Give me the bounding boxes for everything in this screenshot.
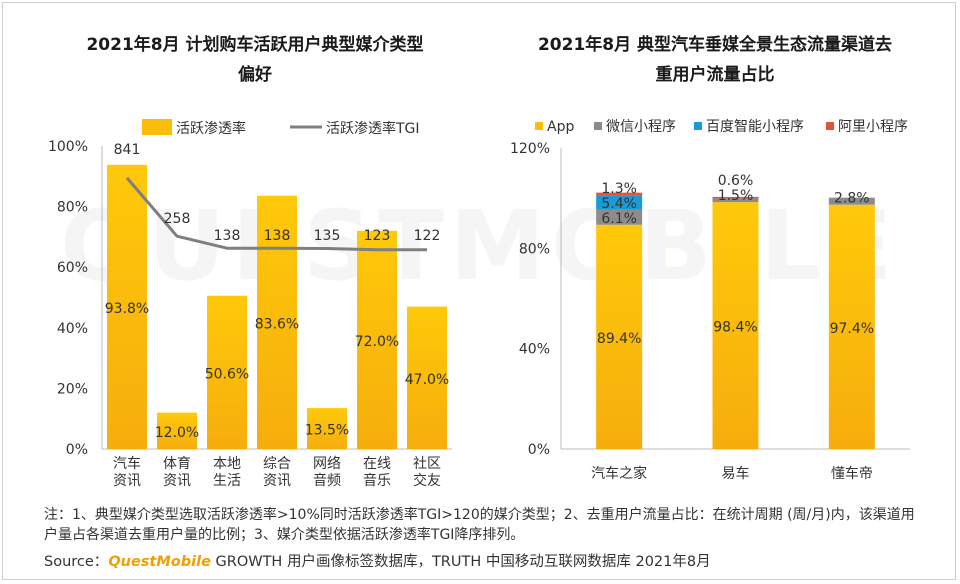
left-y-tick-label: 0% — [66, 442, 88, 458]
right-bar-value-label: 1.3% — [601, 181, 637, 197]
left-chart-title-line-1: 2021年8月 计划购车活跃用户典型媒介类型 — [86, 35, 424, 55]
left-bar — [207, 295, 247, 449]
stack-segment-alipay — [712, 196, 759, 199]
left-bar-value-label: 83.6% — [255, 316, 299, 332]
stack-segment-app — [712, 202, 759, 449]
right-bar-value-label: 5.4% — [601, 196, 637, 212]
left-x-tick-label: 本地 — [213, 456, 241, 472]
left-chart-title-line-2: 偏好 — [238, 65, 272, 85]
tgi-line — [125, 176, 428, 252]
left-y-tick-label: 80% — [57, 200, 88, 216]
left-y-tick-label: 100% — [48, 139, 88, 155]
left-bar-value-label: 47.0% — [405, 372, 449, 388]
left-x-tick-label: 社区 — [413, 456, 441, 472]
left-x-tick-label: 资讯 — [163, 473, 191, 489]
footnote: 注：1、典型媒介类型选取活跃渗透率>10%同时活跃渗透率TGI>120的媒介类型… — [44, 507, 915, 543]
legend-swatch-alipay — [826, 122, 834, 130]
left-y-tick-label: 60% — [57, 260, 88, 276]
right-y-tick-label: 40% — [519, 342, 550, 358]
right-x-tick-label: 易车 — [722, 465, 750, 482]
stack-segment-wechat — [828, 197, 875, 205]
left-bar-value-label: 12.0% — [155, 425, 199, 441]
left-x-tick-label: 在线 — [363, 456, 391, 472]
left-chart-title: 2021年8月 计划购车活跃用户典型媒介类型 偏好 — [40, 30, 470, 90]
right-chart-title-line-2: 重用户流量占比 — [655, 65, 775, 85]
legend-swatch-baidu — [694, 122, 702, 130]
tgi-value-label: 135 — [314, 228, 341, 244]
left-x-tick-label: 汽车 — [113, 455, 141, 472]
right-bar-value-label: 89.4% — [597, 331, 641, 347]
left-bar — [357, 230, 397, 449]
left-bar-value-label: 50.6% — [205, 366, 249, 382]
left-bar — [157, 412, 197, 449]
right-y-tick-label: 80% — [519, 241, 550, 257]
stack-segment-wechat — [596, 209, 643, 225]
stack-segment-wechat — [712, 198, 759, 203]
right-chart-title-line-1: 2021年8月 典型汽车垂媒全景生态流量渠道去 — [537, 35, 893, 55]
right-bar-value-label: 98.4% — [713, 320, 757, 336]
tgi-value-label: 841 — [114, 142, 141, 158]
right-x-tick-label: 懂车帝 — [831, 465, 873, 482]
left-y-tick-label: 20% — [57, 381, 88, 397]
left-x-tick-label: 资讯 — [113, 473, 141, 489]
left-bar-value-label: 93.8% — [105, 301, 149, 317]
left-bar — [257, 195, 297, 449]
left-y-tick-label: 40% — [57, 321, 88, 337]
legend-label-baidu: 百度智能小程序 — [706, 119, 804, 135]
source-text: GROWTH 用户画像标签数据库，TRUTH 中国移动互联网数据库 2021年8… — [215, 554, 711, 570]
left-x-tick-label: 体育 — [163, 456, 191, 472]
tgi-value-label: 258 — [164, 211, 191, 227]
right-y-tick-label: 0% — [528, 442, 550, 458]
right-chart-title: 2021年8月 典型汽车垂媒全景生态流量渠道去 重用户流量占比 — [500, 30, 930, 90]
tgi-value-label: 138 — [214, 228, 241, 244]
stack-segment-baidu — [596, 195, 643, 210]
left-bar-value-label: 72.0% — [355, 334, 399, 350]
source-line: Source：QuestMobile GROWTH 用户画像标签数据库，TRUT… — [44, 550, 711, 571]
legend-label-tgi: 活跃渗透率TGI — [326, 120, 420, 137]
left-x-tick-label: 音频 — [313, 472, 341, 489]
legend-label-active-rate: 活跃渗透率 — [176, 120, 246, 137]
stack-segment-alipay — [596, 192, 643, 196]
left-x-tick-label: 音乐 — [363, 472, 391, 489]
left-x-tick-label: 交友 — [413, 472, 441, 489]
left-bar — [307, 408, 347, 449]
tgi-value-label: 123 — [364, 228, 391, 244]
right-x-tick-label: 汽车之家 — [591, 465, 647, 482]
legend-label-alipay: 阿里小程序 — [838, 119, 908, 135]
legend-swatch-app — [535, 122, 543, 130]
left-x-tick-label: 生活 — [213, 473, 241, 489]
tgi-value-label: 138 — [264, 228, 291, 244]
left-bar — [107, 164, 147, 449]
source-prefix: Source： — [44, 554, 109, 570]
legend-swatch-wechat — [594, 122, 602, 130]
legend-label-wechat: 微信小程序 — [606, 119, 676, 135]
stack-segment-app — [596, 224, 643, 449]
right-bar-value-label: 2.8% — [834, 191, 870, 207]
legend-swatch-active-rate — [142, 119, 172, 135]
tgi-value-label: 122 — [414, 228, 441, 244]
left-x-tick-label: 综合 — [263, 456, 291, 472]
left-x-tick-label: 网络 — [313, 456, 341, 472]
left-bar — [407, 306, 447, 449]
right-bar-value-label: 97.4% — [830, 321, 874, 337]
right-bar-value-label: 1.5% — [718, 188, 754, 204]
left-bar-value-label: 13.5% — [305, 423, 349, 439]
right-y-tick-label: 120% — [510, 141, 550, 157]
stack-segment-app — [828, 204, 875, 449]
right-bar-value-label: 0.6% — [718, 173, 754, 189]
left-x-tick-label: 资讯 — [263, 473, 291, 489]
legend-label-app: App — [547, 119, 574, 135]
source-brand: QuestMobile — [108, 554, 211, 570]
right-bar-value-label: 6.1% — [601, 211, 637, 227]
